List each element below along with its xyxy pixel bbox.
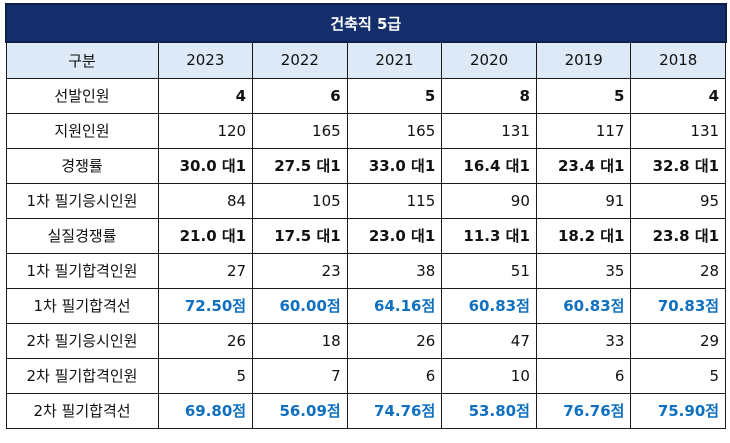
table-row: 경쟁률 30.0 대1 27.5 대1 33.0 대1 16.4 대1 23.4 대1 32… [5,147,727,184]
table-cell: 16.4 대1 [441,147,537,184]
header-row: 구분 2023 2022 2021 2020 2019 2018 [5,41,727,79]
table-cell: 75.90점 [630,392,727,429]
table-cell: 26 [157,322,254,359]
table-cell: 51 [441,252,537,289]
table-cell: 4 [157,77,254,114]
row-label: 선발인원 [5,77,159,114]
table-cell: 115 [346,182,443,219]
table-cell: 8 [441,77,537,114]
table-cell: 60.00점 [252,287,348,324]
table-body: 선발인원 4 6 5 8 5 4 지원인원 120 165 165 131 117 131 경쟁률 30.0 … [5,77,727,429]
table-cell: 105 [252,182,348,219]
row-label: 1차 필기합격인원 [5,252,159,289]
table-cell: 64.16점 [346,287,443,324]
table-cell: 23.4 대1 [535,147,632,184]
table-cell: 7 [252,357,348,394]
table-container: 건축직 5급 구분 2023 2022 2021 2020 2019 2018 … [5,3,727,429]
table-cell: 5 [535,77,632,114]
table-row: 1차 필기응시인원 84 105 115 90 91 95 [5,182,727,219]
table-cell: 32.8 대1 [630,147,727,184]
header-cell-category: 구분 [5,41,159,79]
table-cell: 47 [441,322,537,359]
table-row: 선발인원 4 6 5 8 5 4 [5,77,727,114]
row-label: 2차 필기응시인원 [5,322,159,359]
header-cell-year: 2018 [630,41,727,79]
table-cell: 53.80점 [441,392,537,429]
table-row: 2차 필기합격선 69.80점 56.09점 74.76점 53.80점 76.76점 75… [5,392,727,429]
row-label: 지원인원 [5,112,159,149]
table-cell: 95 [630,182,727,219]
table-cell: 60.83점 [535,287,632,324]
row-label: 2차 필기합격선 [5,392,159,429]
header-cell-year: 2021 [346,41,443,79]
table-row: 2차 필기응시인원 26 18 26 47 33 29 [5,322,727,359]
table-cell: 70.83점 [630,287,727,324]
header-cell-year: 2022 [252,41,348,79]
table-cell: 33.0 대1 [346,147,443,184]
table-cell: 18 [252,322,348,359]
table-row: 1차 필기합격인원 27 23 38 51 35 28 [5,252,727,289]
table-row: 지원인원 120 165 165 131 117 131 [5,112,727,149]
table-cell: 23 [252,252,348,289]
table-cell: 29 [630,322,727,359]
table-cell: 91 [535,182,632,219]
table-cell: 33 [535,322,632,359]
table-cell: 5 [346,77,443,114]
table-cell: 30.0 대1 [157,147,254,184]
table-cell: 10 [441,357,537,394]
table-cell: 27.5 대1 [252,147,348,184]
table-row: 1차 필기합격선 72.50점 60.00점 64.16점 60.83점 60.83점 70… [5,287,727,324]
table-cell: 26 [346,322,443,359]
table-cell: 28 [630,252,727,289]
table-cell: 84 [157,182,254,219]
table-row: 실질경쟁률 21.0 대1 17.5 대1 23.0 대1 11.3 대1 18.2 대1… [5,217,727,254]
table-cell: 60.83점 [441,287,537,324]
table-cell: 131 [630,112,727,149]
table-cell: 72.50점 [157,287,254,324]
header-cell-year: 2020 [441,41,537,79]
table-cell: 23.0 대1 [346,217,443,254]
row-label: 1차 필기합격선 [5,287,159,324]
table-cell: 6 [252,77,348,114]
table-cell: 76.76점 [535,392,632,429]
header-cell-year: 2023 [157,41,254,79]
table-cell: 6 [346,357,443,394]
table-cell: 35 [535,252,632,289]
table-cell: 165 [252,112,348,149]
table-cell: 5 [630,357,727,394]
table-cell: 6 [535,357,632,394]
table-cell: 131 [441,112,537,149]
table-cell: 27 [157,252,254,289]
table-cell: 56.09점 [252,392,348,429]
table-row: 2차 필기합격인원 5 7 6 10 6 5 [5,357,727,394]
table-cell: 17.5 대1 [252,217,348,254]
table-cell: 165 [346,112,443,149]
table-cell: 21.0 대1 [157,217,254,254]
table-title: 건축직 5급 [5,3,727,43]
table-cell: 23.8 대1 [630,217,727,254]
table-cell: 5 [157,357,254,394]
row-label: 경쟁률 [5,147,159,184]
table-cell: 4 [630,77,727,114]
header-cell-year: 2019 [535,41,632,79]
table-cell: 117 [535,112,632,149]
row-label: 실질경쟁률 [5,217,159,254]
table-cell: 120 [157,112,254,149]
table-cell: 18.2 대1 [535,217,632,254]
exam-stats-table: 건축직 5급 구분 2023 2022 2021 2020 2019 2018 … [5,3,727,429]
table-cell: 74.76점 [346,392,443,429]
table-cell: 11.3 대1 [441,217,537,254]
row-label: 1차 필기응시인원 [5,182,159,219]
row-label: 2차 필기합격인원 [5,357,159,394]
table-cell: 38 [346,252,443,289]
table-cell: 90 [441,182,537,219]
table-cell: 69.80점 [157,392,254,429]
